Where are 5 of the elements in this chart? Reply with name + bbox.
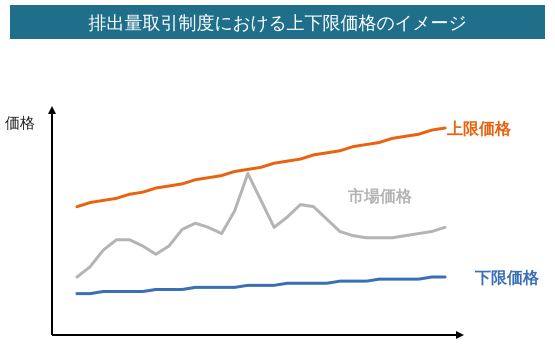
series-label: 上限価格 [446,119,512,138]
series-label: 下限価格 [474,268,540,288]
chart-title: 排出量取引制度における上下限価格のイメージ [88,13,466,34]
y-axis-title: 価格 [5,114,35,132]
series-label: 市場価格 [347,186,413,206]
